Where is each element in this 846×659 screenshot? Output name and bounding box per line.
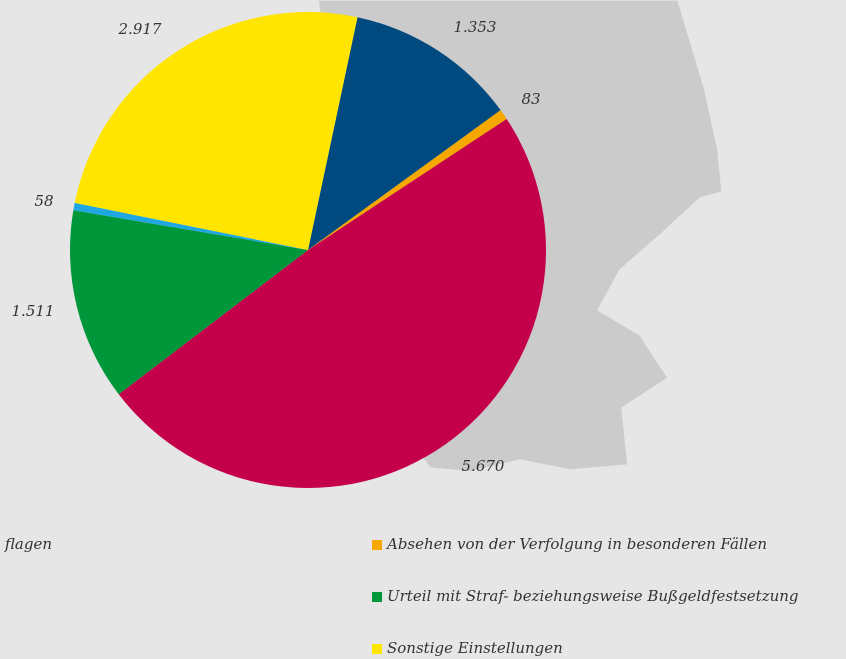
value-label: 2.917 <box>118 20 162 38</box>
pie-slice <box>308 17 501 251</box>
labels: 1.353 flagen 83 Absehen von der Verfolgung … <box>4 18 799 657</box>
legend-swatch <box>372 540 382 550</box>
value-label: 5.670 <box>462 457 505 475</box>
pie-slice <box>74 11 358 251</box>
legend-label: Urteil mit Straf- beziehungsweise Bußgel… <box>387 587 799 605</box>
legend-swatch <box>372 644 382 654</box>
pie-slice <box>118 118 547 489</box>
pie-slice <box>308 110 507 250</box>
legend-label: flagen <box>4 535 52 553</box>
pie <box>70 11 547 489</box>
pie-slice <box>70 210 308 395</box>
value-label: 58 <box>34 192 53 210</box>
value-label: 1.353 <box>454 18 497 36</box>
legend-label: Sonstige Einstellungen <box>387 639 563 657</box>
value-label: 83 <box>521 90 540 108</box>
legend-swatch <box>372 592 382 602</box>
value-label: 1.511 <box>12 302 55 320</box>
pie-slice <box>73 202 309 250</box>
legend-label: Absehen von der Verfolgung in besonderen… <box>385 535 767 553</box>
